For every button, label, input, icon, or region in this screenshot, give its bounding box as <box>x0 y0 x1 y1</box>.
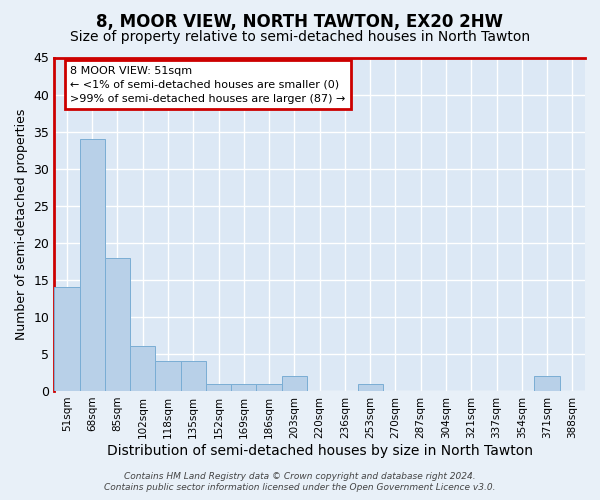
Bar <box>105 258 130 391</box>
Text: 8, MOOR VIEW, NORTH TAWTON, EX20 2HW: 8, MOOR VIEW, NORTH TAWTON, EX20 2HW <box>97 12 503 30</box>
Text: Size of property relative to semi-detached houses in North Tawton: Size of property relative to semi-detach… <box>70 30 530 44</box>
Bar <box>80 139 105 391</box>
Bar <box>535 376 560 391</box>
X-axis label: Distribution of semi-detached houses by size in North Tawton: Distribution of semi-detached houses by … <box>107 444 533 458</box>
Bar <box>54 287 80 391</box>
Bar <box>206 384 231 391</box>
Bar <box>231 384 256 391</box>
Text: 8 MOOR VIEW: 51sqm
← <1% of semi-detached houses are smaller (0)
>99% of semi-de: 8 MOOR VIEW: 51sqm ← <1% of semi-detache… <box>70 66 346 104</box>
Text: Contains HM Land Registry data © Crown copyright and database right 2024.
Contai: Contains HM Land Registry data © Crown c… <box>104 472 496 492</box>
Bar <box>181 362 206 391</box>
Y-axis label: Number of semi-detached properties: Number of semi-detached properties <box>15 108 28 340</box>
Bar <box>130 346 155 391</box>
Bar <box>155 362 181 391</box>
Bar <box>358 384 383 391</box>
Bar <box>256 384 282 391</box>
Bar <box>282 376 307 391</box>
